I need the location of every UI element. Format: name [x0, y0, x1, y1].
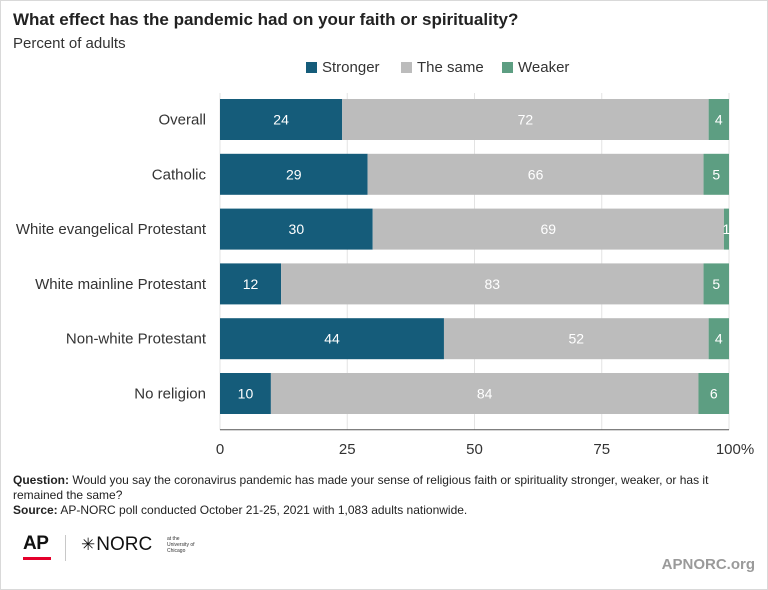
data-label: 69: [541, 221, 557, 237]
category-label: Overall: [158, 112, 206, 129]
category-label: Catholic: [152, 166, 207, 183]
data-label: 24: [273, 112, 289, 128]
bar-segment: [220, 318, 444, 360]
x-tick-label: 25: [339, 441, 356, 458]
norc-star-icon: ✳: [81, 535, 96, 554]
norc-logo-subtext: at the University of Chicago: [167, 536, 195, 554]
legend-item-stronger: Stronger: [306, 59, 380, 76]
bar-segment: [342, 99, 709, 140]
category-label: Non-white Protestant: [66, 331, 207, 348]
category-label: No religion: [134, 386, 206, 403]
bar-segment: [703, 263, 729, 305]
footnote: Question: Would you say the coronavirus …: [13, 473, 753, 518]
bar-segment: [220, 373, 271, 414]
data-label: 66: [528, 166, 544, 182]
bar-segment: [270, 373, 699, 414]
stacked-bar-chart: Overall 24 72 4 Catholic 29 66 5 White evangelic…: [16, 93, 754, 458]
footnote-source-label: Source:: [13, 503, 58, 517]
data-label: 5: [712, 166, 720, 182]
data-label: 84: [477, 386, 493, 402]
bar-segment: [220, 99, 343, 140]
legend-item-the-same: The same: [401, 59, 484, 76]
bar-segment: [372, 208, 724, 250]
footnote-question-text: Would you say the coronavirus pandemic h…: [13, 473, 709, 502]
footnote-source-text: AP-NORC poll conducted October 21-25, 20…: [57, 503, 468, 517]
data-label: 5: [712, 276, 720, 292]
ap-logo-bar: [23, 557, 51, 560]
category-label: White mainline Protestant: [35, 276, 207, 293]
ap-logo: AP: [23, 533, 49, 554]
x-tick-label: 75: [593, 441, 610, 458]
bar-segment: [220, 153, 368, 195]
data-label: 44: [324, 331, 340, 347]
bar-segment: [698, 373, 729, 414]
x-tick-label: 100%: [716, 441, 754, 458]
bar-segment: [220, 208, 373, 250]
bar-segment: [703, 153, 729, 195]
data-label: 4: [715, 112, 723, 128]
data-label: 4: [715, 331, 723, 347]
footnote-question-label: Question:: [13, 473, 69, 487]
bar-segment: [708, 318, 729, 360]
legend-swatch-weaker: [502, 62, 513, 73]
category-label: White evangelical Protestant: [16, 221, 207, 238]
bar-segment: [723, 208, 729, 250]
x-tick-label: 50: [466, 441, 483, 458]
bar-segment: [220, 263, 282, 305]
x-tick-label: 0: [216, 441, 224, 458]
site-url: APNORC.org: [661, 556, 755, 573]
bar-segment: [708, 99, 729, 140]
data-label: 83: [485, 276, 501, 292]
legend-label-weaker: Weaker: [518, 59, 570, 76]
legend: Stronger The same Weaker: [1, 59, 767, 79]
data-label: 29: [286, 166, 302, 182]
bar-segment: [281, 263, 704, 305]
logo-divider: [65, 535, 66, 561]
norc-logo: ✳NORC: [81, 534, 152, 556]
chart-title: What effect has the pandemic had on your…: [13, 10, 519, 29]
chart-subtitle: Percent of adults: [13, 35, 126, 52]
data-label: 30: [289, 221, 305, 237]
data-label: 10: [238, 386, 254, 402]
legend-swatch-the-same: [401, 62, 412, 73]
data-label: 12: [243, 276, 259, 292]
data-label: 52: [569, 331, 585, 347]
bar-segment: [367, 153, 704, 195]
data-label: 72: [518, 112, 534, 128]
legend-label-stronger: Stronger: [322, 59, 380, 76]
data-label: 1: [723, 221, 731, 237]
legend-item-weaker: Weaker: [502, 59, 569, 76]
legend-swatch-stronger: [306, 62, 317, 73]
bar-segment: [443, 318, 709, 360]
data-label: 6: [710, 386, 718, 402]
norc-logo-text: NORC: [96, 534, 153, 555]
legend-label-the-same: The same: [417, 59, 484, 76]
